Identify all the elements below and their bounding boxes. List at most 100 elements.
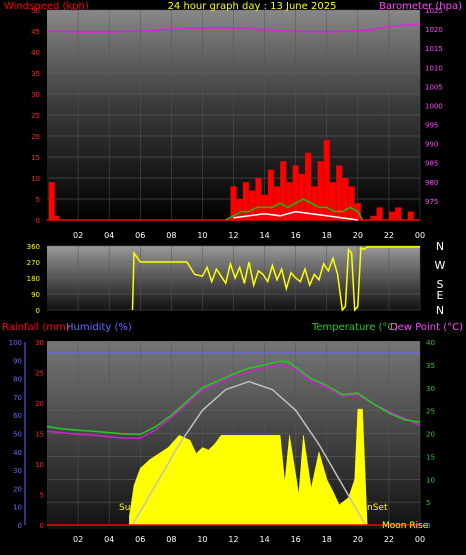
direction-y-tick: 360: [27, 243, 40, 251]
wind-x-tick: 02: [73, 231, 83, 240]
barometer-y-tick: 1010: [425, 64, 443, 72]
wind-x-tick: 06: [135, 231, 145, 240]
wind-bar: [395, 207, 402, 220]
dewpoint-line: [46, 364, 421, 439]
temperature-y-tick: 40: [426, 339, 435, 347]
wind-direction-line: [131, 246, 420, 312]
rainfall-y-tick: 10: [35, 461, 44, 469]
wind-y-tick: 30: [31, 91, 40, 99]
wind-y-tick: 45: [31, 28, 40, 36]
wind-bar: [230, 186, 237, 220]
sunset-label: nSet: [367, 503, 388, 513]
barometer-y-tick: 980: [425, 179, 438, 187]
rainfall-y-tick: 20: [35, 400, 44, 408]
wind-x-tick: 18: [322, 231, 332, 240]
temperature-x-tick: 16: [291, 535, 301, 544]
barometer-y-tick: 1000: [425, 102, 443, 110]
temperature-y-tick: 10: [426, 476, 435, 484]
wind-bar: [249, 190, 256, 220]
humidity-y-tick: 20: [13, 485, 22, 493]
direction-y-tick: 270: [27, 259, 40, 267]
chart-title: 24 hour graph day : 13 June 2025: [168, 1, 337, 12]
humidity-y-tick: 60: [13, 412, 22, 420]
rainfall-axis-title: Rainfall (mm): [2, 322, 70, 333]
temperature-x-tick: 00: [415, 535, 425, 544]
wind-bar: [255, 178, 262, 220]
temperature-y-tick: 30: [426, 385, 435, 393]
wind-y-tick: 20: [31, 133, 40, 141]
rainfall-y-tick: 30: [35, 339, 44, 347]
barometer-y-tick: 990: [425, 141, 438, 149]
temperature-x-tick: 20: [353, 535, 363, 544]
temperature-x-tick: 02: [73, 535, 83, 544]
barometer-y-tick: 995: [425, 122, 438, 130]
wind-y-tick: 10: [31, 175, 40, 183]
wind-bar: [305, 152, 312, 220]
wind-x-tick: 12: [228, 231, 238, 240]
humidity-axis-title: Humidity (%): [66, 322, 132, 333]
rainfall-y-tick: 5: [40, 492, 44, 500]
rainfall-y-tick: 15: [35, 431, 44, 439]
temperature-x-tick: 08: [166, 535, 176, 544]
temperature-x-tick: 22: [384, 535, 394, 544]
wind-bar: [336, 165, 343, 220]
rainfall-y-tick: 0: [40, 522, 44, 530]
barometer-y-tick: 1020: [425, 26, 443, 34]
tick-labels: 0510152025303540455097598098599099510001…: [9, 7, 443, 544]
wind-bar: [376, 207, 383, 220]
wind-bar: [48, 182, 55, 220]
barometer-y-tick: 1015: [425, 45, 443, 53]
solar-area: [129, 408, 368, 526]
barometer-line: [46, 23, 421, 33]
wind-bar: [370, 215, 377, 220]
wind-bar: [280, 161, 287, 220]
humidity-y-tick: 30: [13, 467, 22, 475]
rainfall-y-tick: 25: [35, 370, 44, 378]
sunrise-label: Sun: [119, 503, 136, 513]
wind-x-tick: 10: [197, 231, 207, 240]
wind-bar: [274, 186, 281, 220]
barometer-y-tick: 1005: [425, 83, 443, 91]
temperature-y-tick: 5: [426, 499, 430, 507]
wind-y-tick: 50: [31, 7, 40, 15]
temperature-axis-title: Temperature (°C): [311, 322, 398, 333]
temperature-x-tick: 10: [197, 535, 207, 544]
wind-x-tick: 20: [353, 231, 363, 240]
temperature-x-tick: 14: [259, 535, 269, 544]
temperature-x-tick: 06: [135, 535, 145, 544]
temperature-y-tick: 25: [426, 408, 435, 416]
wind-y-tick: 15: [31, 154, 40, 162]
wind-bar: [348, 186, 355, 220]
wind-bar: [389, 211, 396, 220]
compass-n-bottom: N: [436, 304, 444, 317]
sun-elevation-arc: [131, 380, 367, 526]
gust-average-line: [225, 198, 364, 221]
wind-x-tick: 16: [291, 231, 301, 240]
temperature-y-tick: 35: [426, 362, 435, 370]
wind-y-tick: 0: [36, 217, 40, 225]
barometer-y-tick: 985: [425, 160, 438, 168]
wind-bar: [317, 161, 324, 220]
wind-bar: [323, 140, 330, 220]
temperature-y-tick: 15: [426, 453, 435, 461]
direction-y-tick: 0: [36, 307, 40, 315]
compass-n-top: N: [436, 240, 444, 253]
wind-y-tick: 35: [31, 70, 40, 78]
compass-s: S: [437, 278, 444, 291]
wind-y-tick: 25: [31, 112, 40, 120]
direction-y-tick: 180: [27, 275, 40, 283]
wind-bar: [329, 182, 336, 220]
compass-e: E: [437, 289, 444, 302]
wind-bar: [236, 199, 243, 220]
wind-bar: [286, 182, 293, 220]
wind-x-tick: 00: [415, 231, 425, 240]
wind-x-tick: 14: [259, 231, 269, 240]
barometer-y-tick: 1025: [425, 7, 443, 15]
wind-bar: [267, 169, 274, 220]
wind-y-tick: 5: [36, 196, 40, 204]
wind-x-tick: 22: [384, 231, 394, 240]
temperature-line: [46, 360, 421, 436]
wind-average-line: [233, 210, 358, 221]
